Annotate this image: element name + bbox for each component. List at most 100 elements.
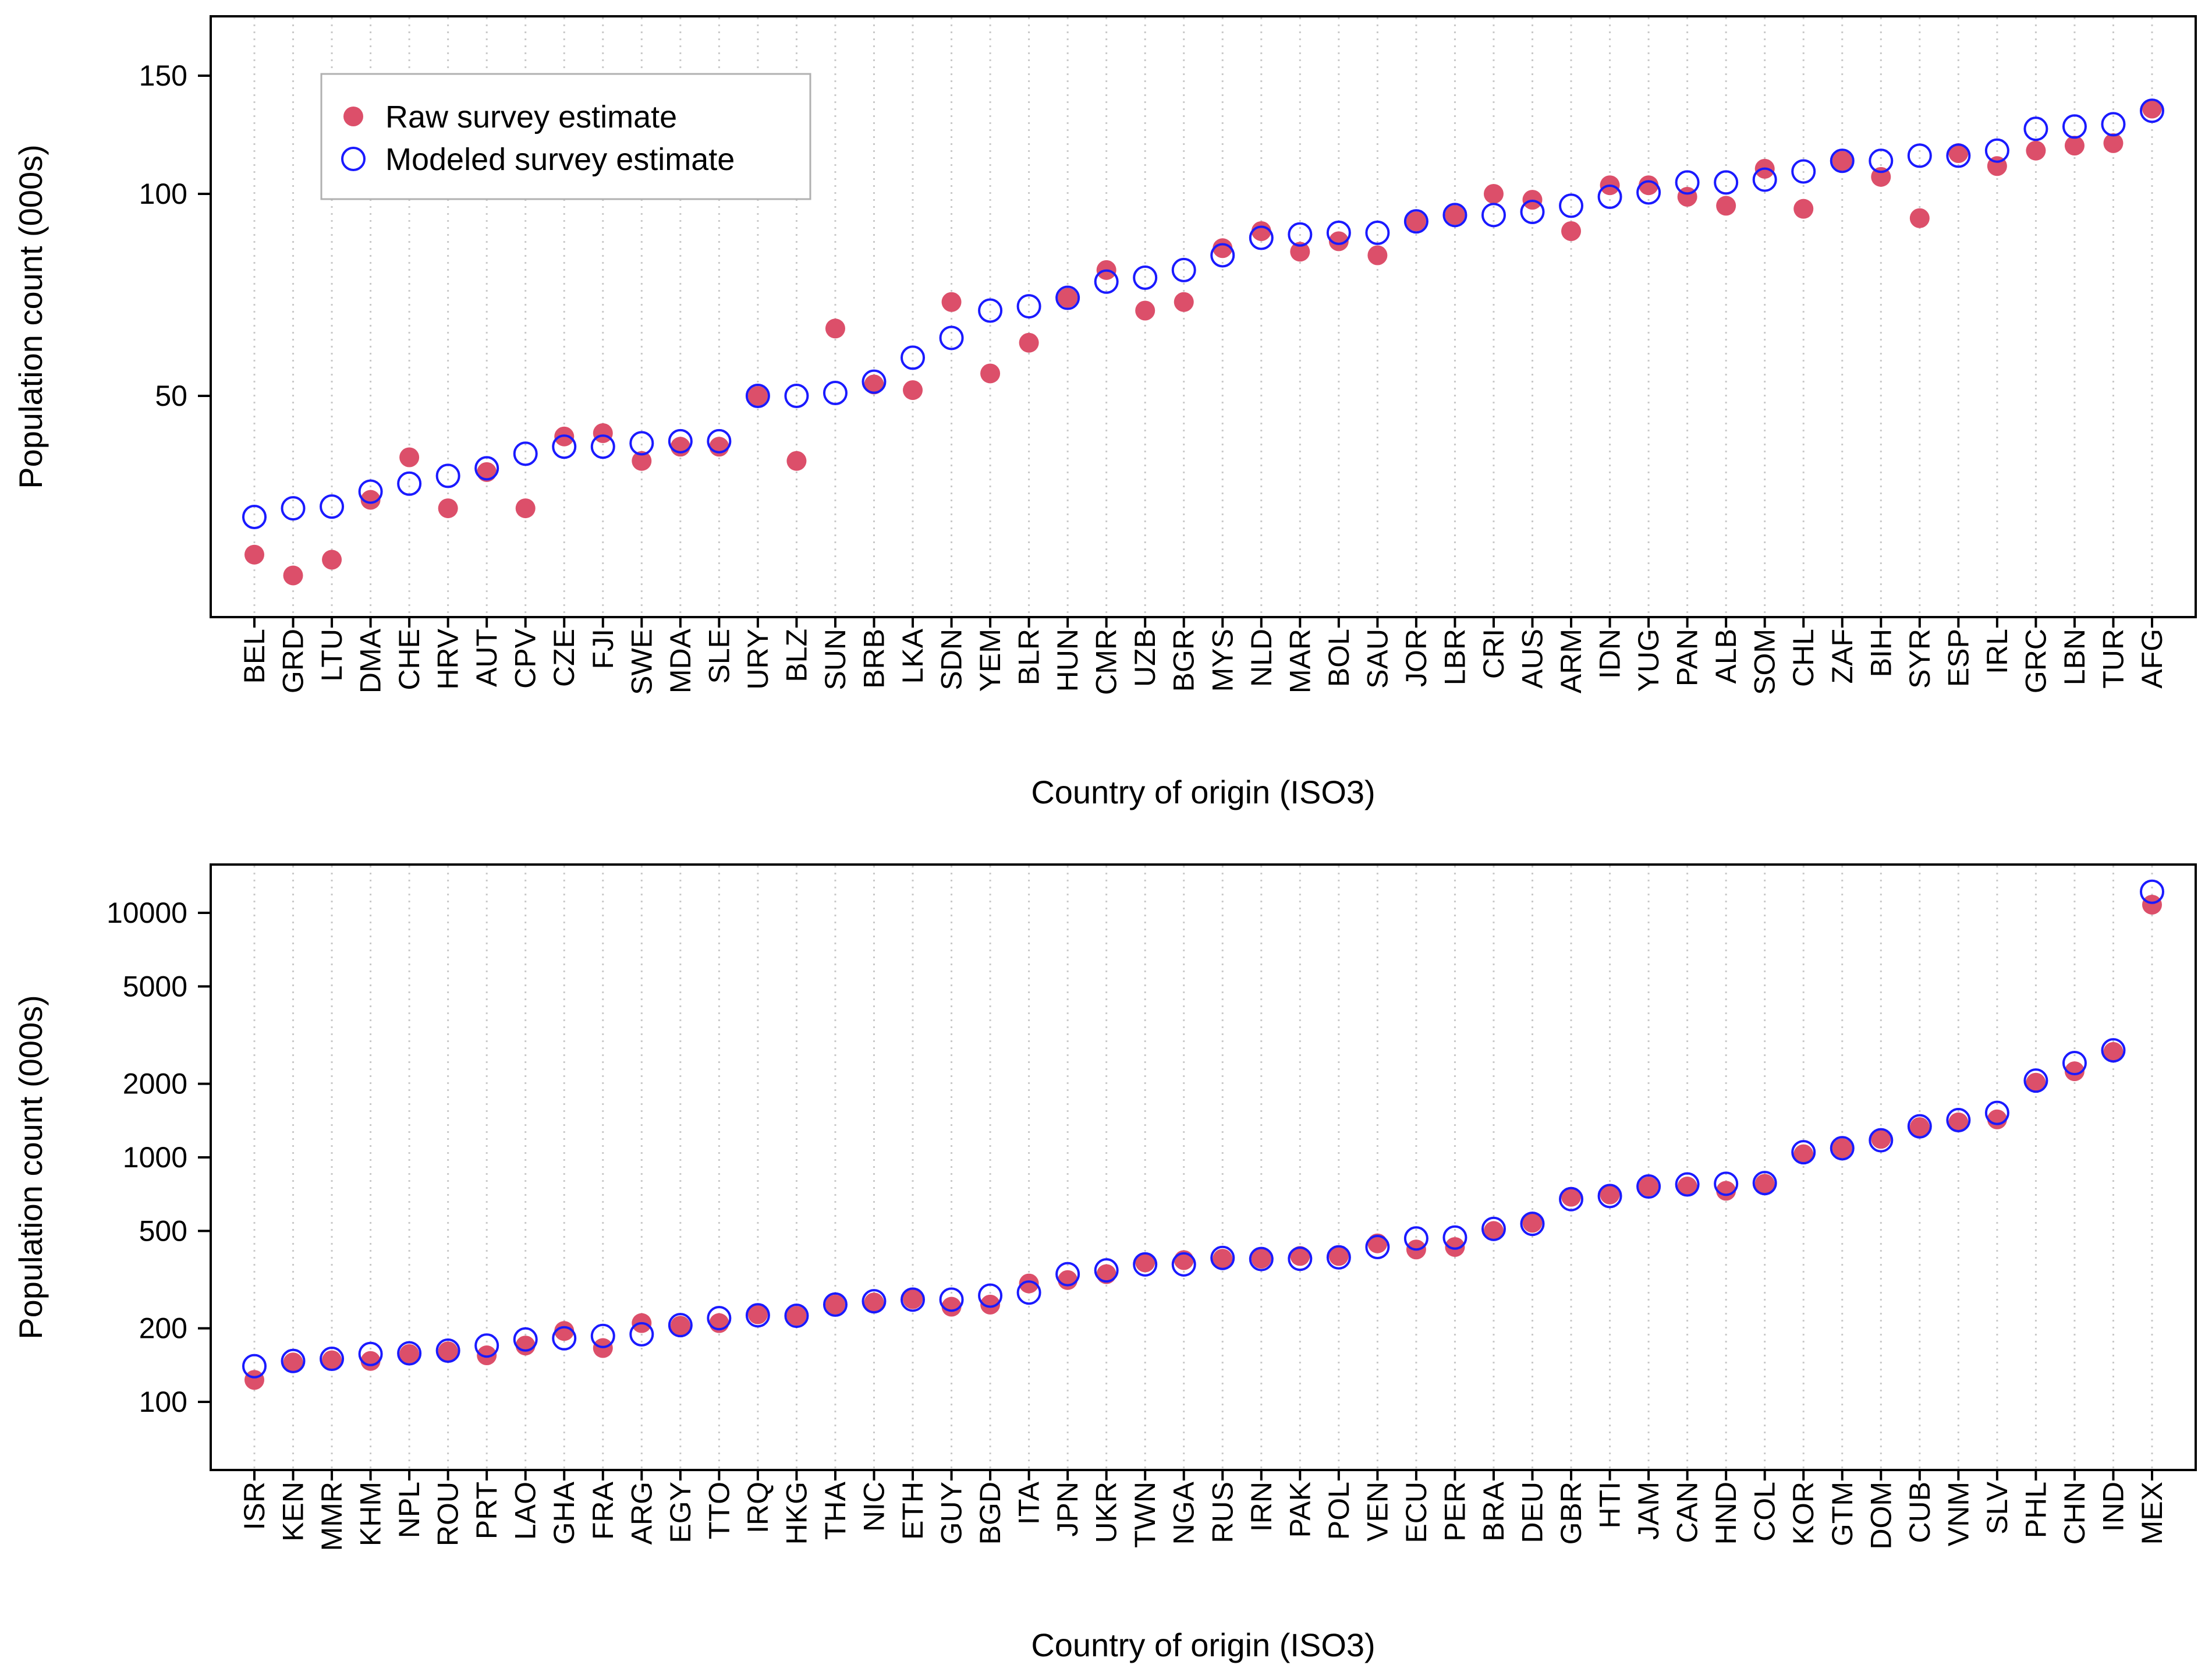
modeled-point-blz bbox=[784, 384, 809, 408]
raw-point-sle bbox=[709, 437, 729, 457]
modeled-point-bol bbox=[1326, 220, 1351, 245]
x-tick-label-ukr: UKR bbox=[1090, 1482, 1123, 1543]
x-tick-label-ind: IND bbox=[2097, 1482, 2129, 1532]
x-tick-label-vnm: VNM bbox=[1942, 1482, 1975, 1546]
x-tick-label-mmr: MMR bbox=[316, 1482, 348, 1551]
x-tick-label-mar: MAR bbox=[1284, 629, 1316, 693]
x-tick-label-sdn: SDN bbox=[935, 629, 968, 690]
modeled-point-irl bbox=[1984, 138, 2009, 163]
modeled-point-tha bbox=[823, 1292, 848, 1317]
x-tick-label-grc: GRC bbox=[2019, 629, 2052, 693]
modeled-point-afg bbox=[2140, 98, 2164, 123]
x-tick-label-bel: BEL bbox=[238, 629, 271, 684]
raw-point-pak bbox=[1290, 1246, 1310, 1266]
raw-point-mmr bbox=[322, 1350, 342, 1370]
raw-point-esp bbox=[1948, 143, 1969, 164]
modeled-point-pak bbox=[1288, 1246, 1313, 1271]
x-tick-label-ury: URY bbox=[742, 629, 774, 690]
raw-point-khm bbox=[360, 1351, 381, 1371]
modeled-point-grc bbox=[2023, 116, 2048, 141]
modeled-point-lbr bbox=[1442, 203, 1467, 228]
x-tick-label-jpn: JPN bbox=[1051, 1482, 1084, 1536]
raw-point-mex bbox=[2142, 894, 2162, 915]
modeled-point-khm bbox=[358, 1341, 383, 1366]
raw-point-lbr bbox=[1445, 205, 1465, 225]
x-tick-label-kor: KOR bbox=[1787, 1482, 1820, 1545]
raw-point-mda bbox=[670, 437, 690, 457]
modeled-point-sdn bbox=[939, 325, 964, 350]
raw-point-alb bbox=[1716, 196, 1736, 216]
modeled-point-jor bbox=[1403, 209, 1428, 234]
raw-point-uzb bbox=[1135, 300, 1155, 321]
modeled-point-ita bbox=[1016, 1280, 1041, 1305]
raw-point-blz bbox=[786, 451, 807, 471]
raw-point-mys bbox=[1213, 238, 1233, 258]
raw-point-ind bbox=[2103, 1042, 2124, 1062]
top-x-axis: BEL GRD LTU DMA CHE HRV AUT CPV CZE FJI SWE MDA SLE U… bbox=[238, 617, 2168, 695]
modeled-point-syr bbox=[1907, 143, 1932, 168]
x-tick-label-uzb: UZB bbox=[1129, 629, 1161, 687]
modeled-point-nic bbox=[862, 1289, 887, 1314]
modeled-point-esp bbox=[1946, 143, 1971, 168]
bottom-y-axis: 100 200 500 1000 2000 5000 10000 bbox=[107, 897, 211, 1418]
x-tick-label-tto: TTO bbox=[703, 1482, 735, 1539]
raw-point-bgd bbox=[980, 1294, 1001, 1315]
modeled-point-egy bbox=[668, 1313, 693, 1338]
x-tick-label-bih: BIH bbox=[1864, 629, 1897, 677]
raw-point-zaf bbox=[1832, 151, 1852, 171]
raw-point-syr bbox=[1909, 208, 1930, 228]
modeled-point-som bbox=[1752, 167, 1777, 192]
x-tick-label-can: CAN bbox=[1671, 1482, 1704, 1543]
raw-point-jam bbox=[1639, 1177, 1659, 1197]
bottom-y-axis-title: Population count (000s) bbox=[12, 995, 49, 1340]
raw-point-sdn bbox=[941, 292, 962, 312]
x-tick-label-lbr: LBR bbox=[1438, 629, 1471, 685]
x-tick-label-col: COL bbox=[1749, 1482, 1781, 1542]
x-tick-label-grd: GRD bbox=[277, 629, 310, 693]
raw-point-gha bbox=[554, 1321, 575, 1341]
modeled-point-kor bbox=[1791, 1140, 1816, 1165]
modeled-point-mar bbox=[1288, 222, 1313, 247]
raw-point-hrv bbox=[438, 498, 458, 519]
x-tick-label-sau: SAU bbox=[1361, 629, 1394, 689]
raw-point-phl bbox=[2026, 1072, 2046, 1093]
x-tick-label-bol: BOL bbox=[1323, 629, 1355, 687]
x-tick-label-isr: ISR bbox=[238, 1482, 271, 1530]
modeled-point-eth bbox=[901, 1287, 926, 1312]
modeled-point-aus bbox=[1520, 199, 1545, 224]
x-tick-label-gtm: GTM bbox=[1826, 1482, 1859, 1546]
modeled-point-cri bbox=[1481, 203, 1506, 228]
raw-point-bra bbox=[1483, 1221, 1504, 1241]
raw-point-pol bbox=[1328, 1246, 1349, 1266]
raw-point-lao bbox=[515, 1336, 536, 1356]
raw-point-jor bbox=[1406, 211, 1426, 232]
y-tick-label: 5000 bbox=[123, 970, 187, 1003]
x-tick-label-sun: SUN bbox=[819, 629, 852, 690]
modeled-point-bra bbox=[1481, 1216, 1506, 1241]
x-tick-label-irn: IRN bbox=[1245, 1482, 1278, 1532]
raw-point-swe bbox=[632, 451, 652, 471]
modeled-point-npl bbox=[397, 1341, 422, 1366]
modeled-point-irq bbox=[745, 1303, 770, 1328]
modeled-point-bgd bbox=[978, 1283, 1003, 1308]
modeled-point-col bbox=[1752, 1171, 1777, 1196]
x-tick-label-blz: BLZ bbox=[780, 629, 813, 682]
raw-point-vnm bbox=[1948, 1112, 1969, 1132]
x-tick-label-aus: AUS bbox=[1516, 629, 1549, 689]
modeled-point-twn bbox=[1133, 1252, 1158, 1277]
raw-point-chn bbox=[2064, 1061, 2085, 1082]
x-tick-label-lka: LKA bbox=[896, 628, 929, 683]
x-tick-label-chl: CHL bbox=[1787, 629, 1820, 687]
x-tick-label-hun: HUN bbox=[1051, 629, 1084, 692]
x-tick-label-brb: BRB bbox=[857, 629, 890, 689]
modeled-point-bel bbox=[242, 505, 267, 530]
x-tick-label-ltu: LTU bbox=[316, 629, 348, 682]
modeled-point-arm bbox=[1559, 193, 1584, 218]
raw-point-grc bbox=[2026, 140, 2046, 161]
x-tick-label-per: PER bbox=[1438, 1482, 1471, 1542]
x-tick-label-tha: THA bbox=[819, 1481, 852, 1540]
modeled-point-rou bbox=[435, 1338, 460, 1363]
legend-box bbox=[320, 73, 811, 200]
modeled-point-fra bbox=[590, 1323, 615, 1348]
